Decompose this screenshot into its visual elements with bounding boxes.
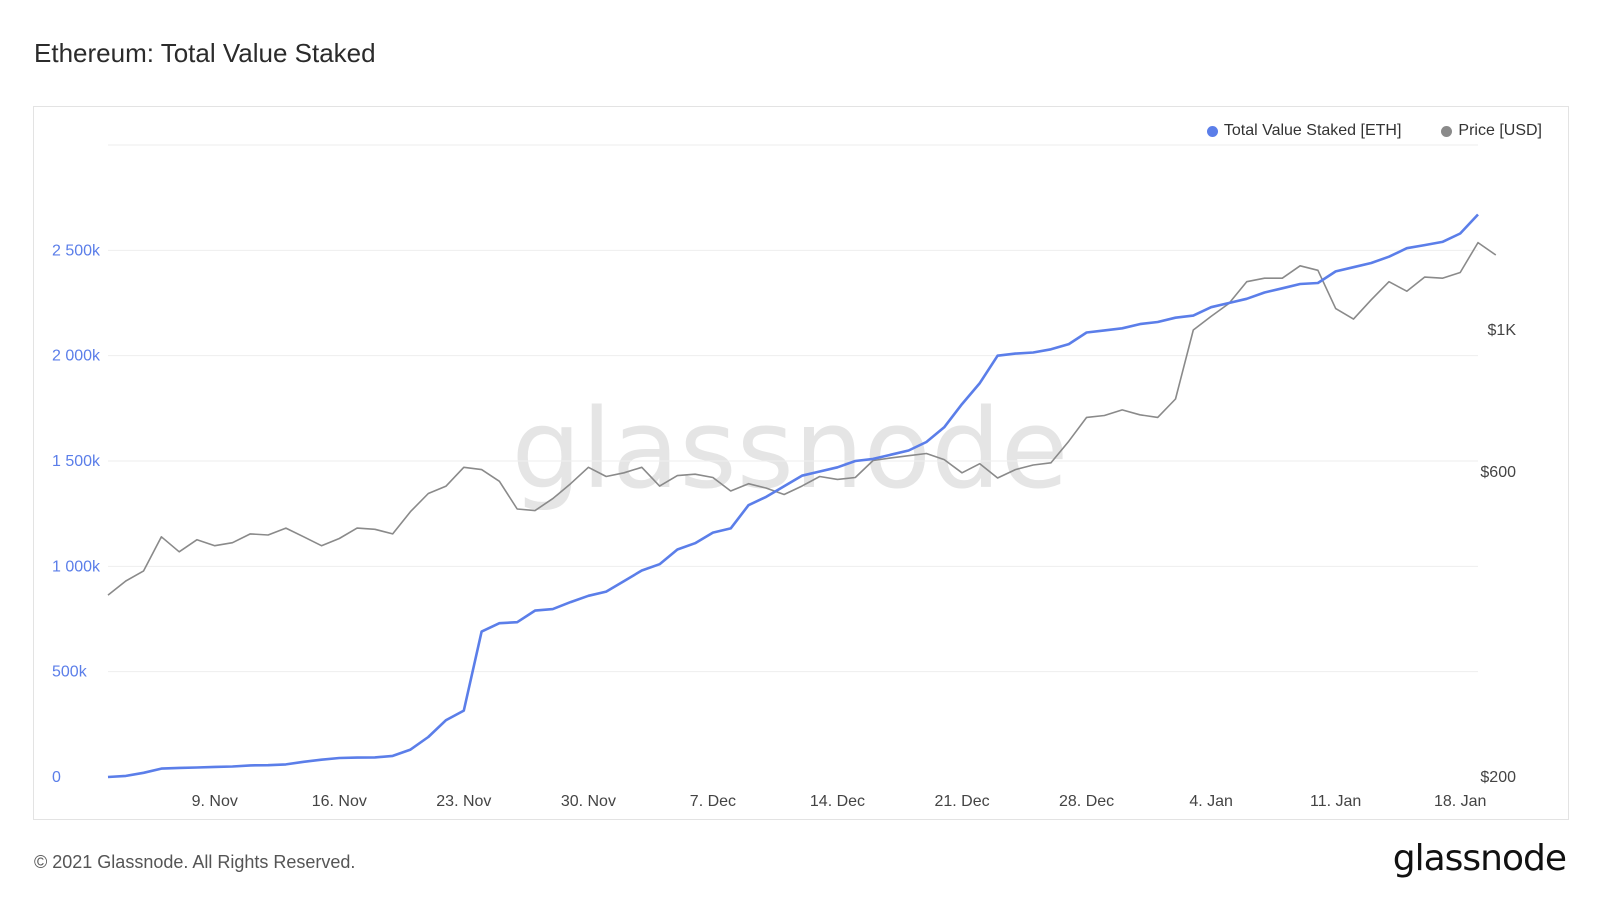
grid-layer <box>108 144 1478 673</box>
y-left-tick-label: 1 000k <box>52 558 101 575</box>
chart-title: Ethereum: Total Value Staked <box>34 38 376 68</box>
y-left-tick-label: 500k <box>52 664 88 681</box>
x-tick-label: 11. Jan <box>1310 793 1361 810</box>
axis-labels-layer: 0 500k 1 000k 1 500k 2 000k 2 500k $200 $600 $1K… <box>52 242 1516 810</box>
x-tick-label: 21. Dec <box>934 793 989 810</box>
x-tick-label: 28. Dec <box>1059 793 1114 810</box>
staked-line <box>107 213 1479 779</box>
price-series-layer <box>107 241 1497 596</box>
y-right-tick-label: $1K <box>1488 322 1517 339</box>
glassnode-logo: glassnode <box>1392 838 1567 879</box>
legend-item-staked[interactable]: Total Value Staked [ETH] <box>1206 122 1402 140</box>
watermark: glassnode <box>512 385 1069 513</box>
y-left-tick-label: 0 <box>52 769 61 786</box>
legend-dot-price <box>1441 125 1453 137</box>
x-tick-label: 9. Nov <box>192 793 238 810</box>
y-right-tick-label: $600 <box>1480 464 1516 481</box>
y-left-tick-label: 1 500k <box>52 453 101 470</box>
x-tick-label: 23. Nov <box>436 793 491 810</box>
price-line <box>107 241 1497 596</box>
y-left-tick-label: 2 000k <box>52 348 101 365</box>
x-tick-label: 18. Jan <box>1434 793 1486 810</box>
x-tick-label: 7. Dec <box>690 793 736 810</box>
x-tick-label: 30. Nov <box>561 793 616 810</box>
staked-series-layer <box>107 213 1479 779</box>
copyright-text: © 2021 Glassnode. All Rights Reserved. <box>34 852 356 872</box>
chart-frame <box>33 106 1569 820</box>
legend-dot-staked <box>1206 125 1218 137</box>
legend: Total Value Staked [ETH] Price [USD] <box>1206 122 1542 140</box>
y-right-tick-label: $200 <box>1480 769 1516 786</box>
x-tick-label: 14. Dec <box>810 793 865 810</box>
legend-label-price: Price [USD] <box>1458 122 1542 139</box>
y-left-tick-label: 2 500k <box>52 242 101 259</box>
legend-item-price[interactable]: Price [USD] <box>1441 122 1542 140</box>
legend-label-staked: Total Value Staked [ETH] <box>1223 122 1402 139</box>
x-tick-label: 16. Nov <box>312 793 367 810</box>
x-tick-label: 4. Jan <box>1189 793 1233 810</box>
